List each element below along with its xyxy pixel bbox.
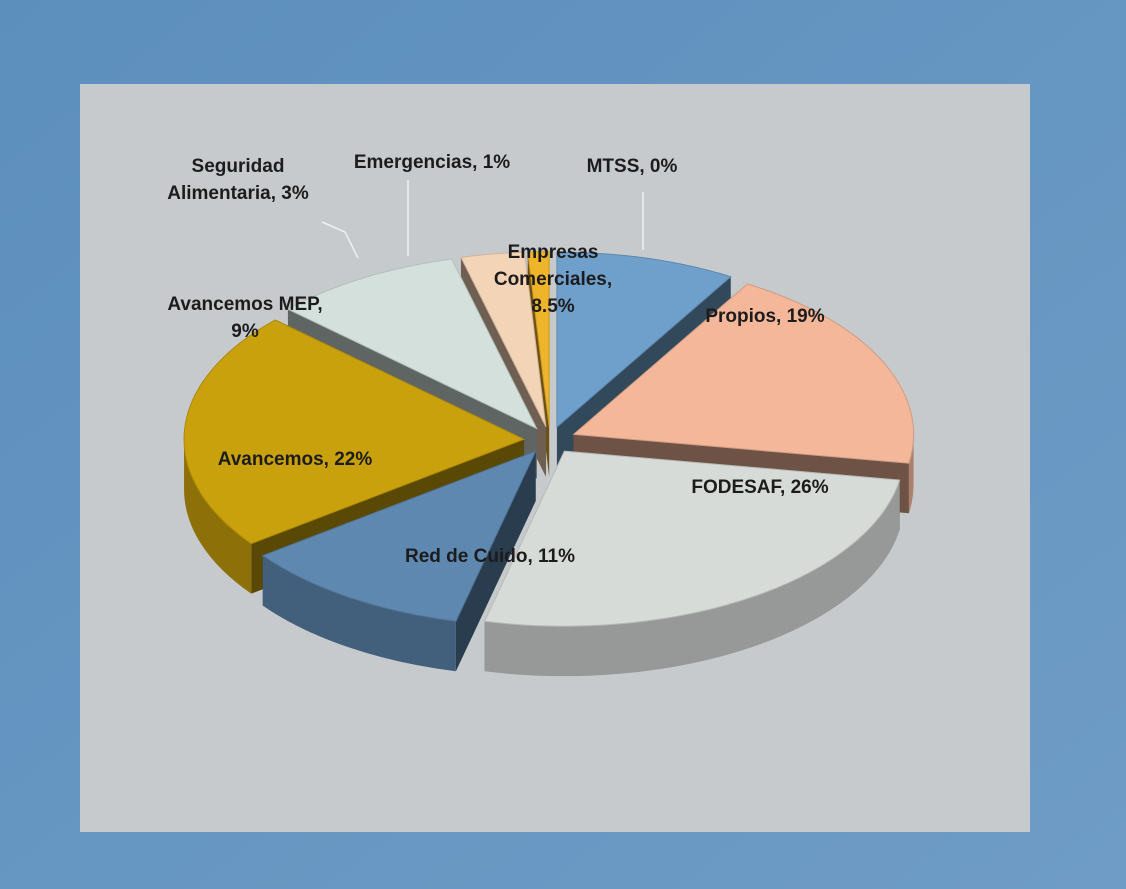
leader-lines [321,180,644,259]
slice-wall [184,439,252,594]
data-label: Avancemos, 22% [218,449,373,470]
slice-top [527,251,550,427]
slice-wall [262,555,456,672]
data-label: Avancemos MEP, 9% [167,294,322,342]
data-label: Propios, 19% [705,306,824,327]
slice-wall [484,480,900,677]
slice-wall [908,434,914,514]
leader-line [321,221,359,259]
data-label: Empresas Comerciales, 8.5% [494,242,612,317]
slice-top [556,251,732,429]
pie [183,251,915,677]
slice [261,450,537,672]
data-label: Seguridad Alimentaria, 3% [167,156,309,204]
slice-top [286,258,538,430]
slice-top [183,319,526,545]
labels: Empresas Comerciales, 8.5% Propios, 19% FODE… [167,152,828,567]
slice-top [483,450,901,627]
data-label: FODESAF, 26% [691,477,828,498]
data-label: MTSS, 0% [587,156,678,177]
slice [483,450,901,677]
slice-top [261,450,537,622]
data-label: Red de Cuido, 11% [405,546,575,567]
slice-top [460,251,547,428]
data-label: Emergencias, 1% [354,152,510,173]
slice-top [572,283,915,464]
